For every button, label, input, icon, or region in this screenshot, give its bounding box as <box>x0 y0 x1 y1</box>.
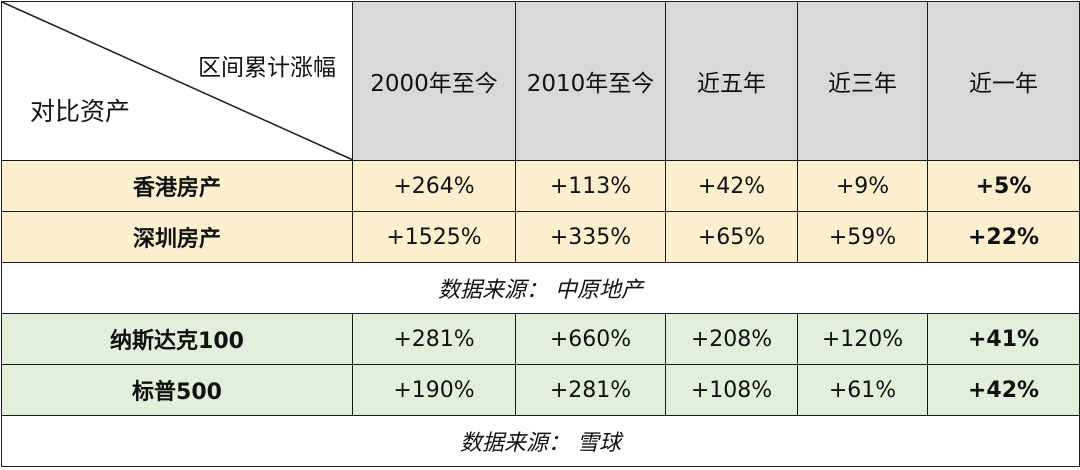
asset-name: 标普500 <box>1 364 353 416</box>
corner-cell: 区间累计涨幅 对比资产 <box>1 1 353 161</box>
column-header: 近三年 <box>797 1 928 161</box>
source-note: 数据来源： 雪球 <box>1 415 1080 467</box>
value-cell: +59% <box>797 211 928 263</box>
value-cell: +9% <box>797 160 928 212</box>
value-cell: +1525% <box>352 211 516 263</box>
value-cell: +208% <box>665 313 798 365</box>
corner-bottom-label: 对比资产 <box>30 97 131 126</box>
value-cell: +41% <box>927 313 1080 365</box>
column-header: 2010年至今 <box>515 1 666 161</box>
value-cell: +190% <box>352 364 516 416</box>
column-header: 2000年至今 <box>352 1 516 161</box>
data-row: 标普500 +190% +281% +108% +61% +42% <box>1 364 1080 416</box>
value-cell: +65% <box>665 211 798 263</box>
source-note: 数据来源： 中原地产 <box>1 262 1080 314</box>
asset-name: 深圳房产 <box>1 211 353 263</box>
corner-top-label: 区间累计涨幅 <box>198 55 336 81</box>
value-cell: +113% <box>515 160 666 212</box>
source-row: 数据来源： 雪球 <box>1 415 1080 467</box>
header-row: 区间累计涨幅 对比资产 2000年至今 2010年至今 近五年 近三年 近一年 <box>1 1 1080 161</box>
value-cell: +281% <box>352 313 516 365</box>
data-row: 深圳房产 +1525% +335% +65% +59% +22% <box>1 211 1080 263</box>
value-cell: +281% <box>515 364 666 416</box>
data-row: 纳斯达克100 +281% +660% +208% +120% +41% <box>1 313 1080 365</box>
value-cell: +335% <box>515 211 666 263</box>
value-cell: +42% <box>665 160 798 212</box>
data-row: 香港房产 +264% +113% +42% +9% +5% <box>1 160 1080 212</box>
value-cell: +22% <box>927 211 1080 263</box>
diagonal <box>2 2 353 160</box>
asset-name: 香港房产 <box>1 160 353 212</box>
value-cell: +660% <box>515 313 666 365</box>
value-cell: +61% <box>797 364 928 416</box>
value-cell: +264% <box>352 160 516 212</box>
column-header: 近五年 <box>665 1 798 161</box>
source-row: 数据来源： 中原地产 <box>1 262 1080 314</box>
value-cell: +108% <box>665 364 798 416</box>
value-cell: +42% <box>927 364 1080 416</box>
value-cell: +120% <box>797 313 928 365</box>
column-header: 近一年 <box>927 1 1080 161</box>
value-cell: +5% <box>927 160 1080 212</box>
asset-name: 纳斯达克100 <box>1 313 353 365</box>
